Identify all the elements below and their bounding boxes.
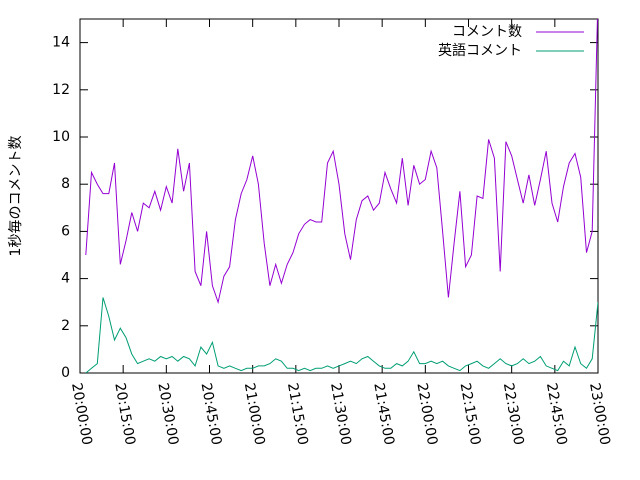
x-tick-label: 22:00:00 <box>413 382 440 447</box>
y-tick-label: 10 <box>52 129 70 145</box>
y-tick-label: 2 <box>61 318 70 334</box>
x-tick-label: 20:45:00 <box>198 382 225 447</box>
x-tick-label: 22:15:00 <box>457 382 484 447</box>
legend-label: 英語コメント <box>438 42 522 59</box>
x-tick-label: 20:15:00 <box>111 382 138 447</box>
x-tick-label: 21:15:00 <box>284 382 311 447</box>
x-tick-label: 21:00:00 <box>241 382 268 447</box>
x-tick-label: 23:00:00 <box>586 382 613 447</box>
plot-area <box>85 19 598 373</box>
x-tick-label: 21:30:00 <box>327 382 354 447</box>
y-axis-label: 1秒毎のコメント数 <box>8 136 24 257</box>
y-tick-label: 4 <box>61 271 70 287</box>
x-tick-label: 20:00:00 <box>68 382 95 447</box>
x-tick-label: 21:45:00 <box>370 382 397 447</box>
x-tick-label: 22:30:00 <box>500 382 527 447</box>
x-tick-label: 22:45:00 <box>543 382 570 447</box>
data-line <box>85 297 598 373</box>
y-tick-label: 0 <box>61 365 70 381</box>
y-tick-label: 14 <box>52 35 70 51</box>
legend-label: コメント数 <box>452 24 522 40</box>
y-tick-label: 6 <box>61 223 70 239</box>
x-tick-label: 20:30:00 <box>154 382 181 447</box>
data-line <box>85 19 598 305</box>
plot-border <box>79 18 599 374</box>
y-tick-label: 8 <box>61 176 70 192</box>
y-tick-label: 12 <box>52 82 70 98</box>
